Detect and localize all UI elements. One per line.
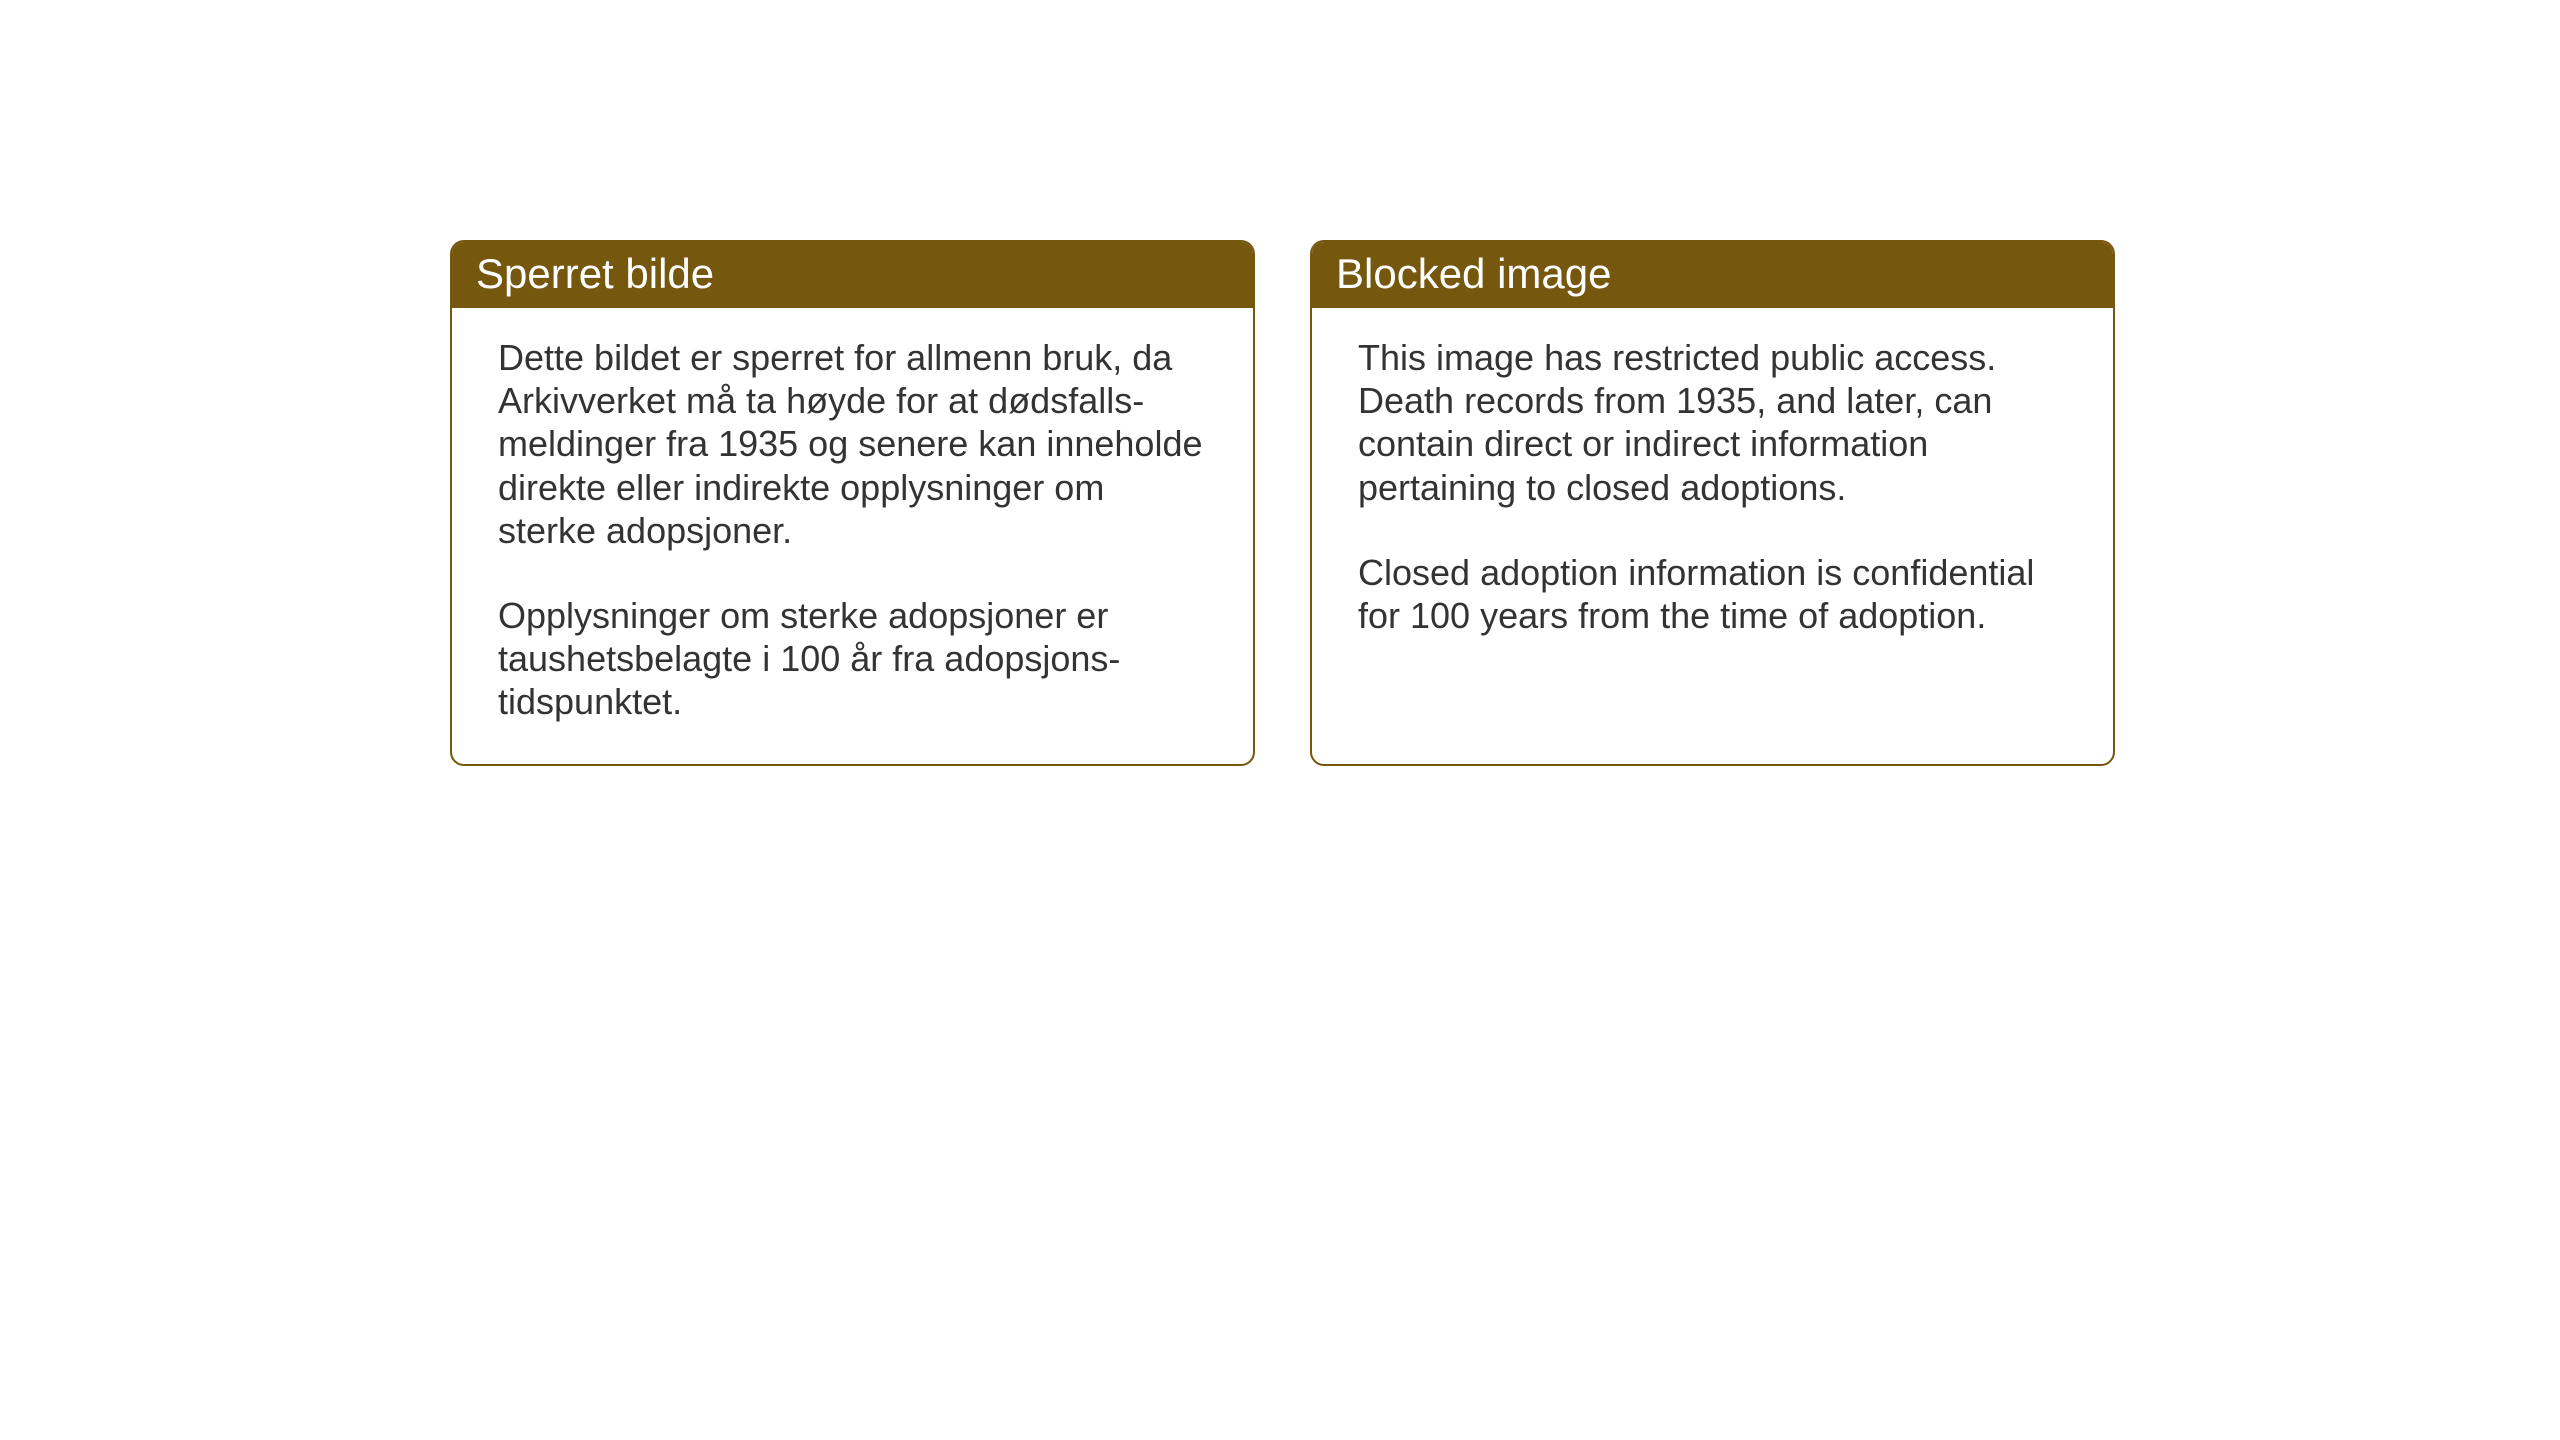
card-body-english: This image has restricted public access.… <box>1312 308 2113 717</box>
card-title-norwegian: Sperret bilde <box>476 250 714 297</box>
card-body-norwegian: Dette bildet er sperret for allmenn bruk… <box>452 308 1253 764</box>
card-title-english: Blocked image <box>1336 250 1611 297</box>
card-paragraph-english-1: This image has restricted public access.… <box>1358 336 2067 509</box>
card-header-english: Blocked image <box>1312 242 2113 308</box>
card-header-norwegian: Sperret bilde <box>452 242 1253 308</box>
notice-card-english: Blocked image This image has restricted … <box>1310 240 2115 766</box>
card-paragraph-english-2: Closed adoption information is confident… <box>1358 551 2067 637</box>
notice-card-norwegian: Sperret bilde Dette bildet er sperret fo… <box>450 240 1255 766</box>
card-paragraph-norwegian-1: Dette bildet er sperret for allmenn bruk… <box>498 336 1207 552</box>
notice-container: Sperret bilde Dette bildet er sperret fo… <box>450 240 2115 766</box>
card-paragraph-norwegian-2: Opplysninger om sterke adopsjoner er tau… <box>498 594 1207 724</box>
